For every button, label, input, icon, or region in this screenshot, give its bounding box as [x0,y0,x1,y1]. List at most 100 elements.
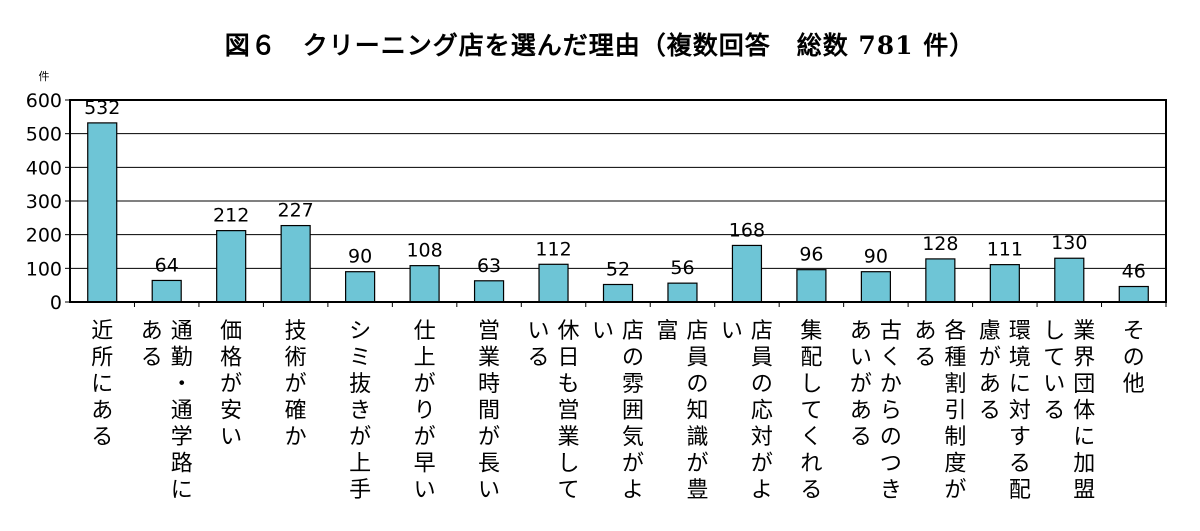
value-label: 168 [729,219,765,241]
svg-text:も: も [558,372,580,397]
svg-text:通: 通 [171,399,193,424]
value-label: 111 [987,239,1023,261]
svg-text:安: 安 [220,399,242,424]
value-label: 90 [348,246,372,268]
svg-text:対: 対 [751,425,773,450]
bar [1118,285,1149,303]
value-label: 52 [606,258,630,280]
svg-text:業: 業 [558,425,580,450]
svg-text:応: 応 [751,399,773,424]
bar [860,271,891,303]
svg-text:あ: あ [914,319,936,344]
svg-text:術: 術 [285,346,307,371]
svg-text:る: る [850,425,872,450]
y-tick-label: 600 [26,90,62,112]
svg-text:雰: 雰 [622,372,644,397]
svg-text:豊: 豊 [686,478,708,503]
svg-text:仕: 仕 [414,319,436,344]
y-tick-label: 0 [50,292,62,314]
svg-text:あ: あ [850,399,872,424]
svg-text:が: が [751,452,773,477]
svg-text:る: る [979,399,1001,424]
svg-text:い: い [528,319,550,344]
svg-text:の: の [880,425,902,450]
svg-text:シ: シ [349,319,371,344]
svg-text:に: に [171,478,193,503]
svg-text:知: 知 [686,399,708,424]
svg-text:所: 所 [91,346,113,371]
bar [925,258,956,303]
value-label: 64 [155,254,179,276]
svg-text:し: し [558,452,580,477]
bar [280,224,311,303]
value-label: 108 [406,240,442,262]
svg-text:て: て [800,399,822,424]
svg-text:抜: 抜 [349,372,371,397]
value-label: 56 [670,257,694,279]
svg-text:る: る [91,425,113,450]
svg-text:店: 店 [622,319,644,344]
svg-text:の: の [622,346,644,371]
svg-text:つ: つ [880,452,902,477]
svg-text:技: 技 [285,319,307,344]
svg-text:制: 制 [944,425,966,450]
svg-text:る: る [528,346,550,371]
svg-text:が: が [944,478,966,503]
svg-text:よ: よ [751,478,773,503]
svg-text:業: 業 [478,346,500,371]
svg-text:て: て [1043,346,1065,371]
value-label: 212 [213,205,249,227]
svg-text:い: い [592,319,614,344]
svg-text:く: く [800,425,822,450]
y-tick-label: 500 [26,124,62,146]
bar [216,230,247,303]
value-label: 532 [84,97,120,119]
value-label: 96 [799,244,823,266]
y-tick-label: 100 [26,258,62,280]
svg-text:が: が [220,372,242,397]
axes [65,99,1167,307]
svg-text:が: が [285,372,307,397]
value-label: 130 [1051,232,1087,254]
svg-text:の: の [686,372,708,397]
svg-text:い: い [1043,372,1065,397]
svg-text:価: 価 [220,319,242,344]
value-label: 46 [1122,261,1146,283]
svg-text:が: が [622,452,644,477]
svg-text:員: 員 [751,346,773,371]
svg-text:る: る [141,346,163,371]
bar [667,282,698,303]
plot-frame [69,99,1167,303]
svg-text:す: す [1009,425,1031,450]
svg-text:員: 員 [686,346,708,371]
svg-text:各: 各 [944,319,966,344]
value-label: 128 [922,233,958,255]
bar [796,269,827,303]
svg-text:休: 休 [558,319,580,344]
value-label: 112 [535,238,571,260]
svg-text:日: 日 [558,346,580,371]
bar [731,244,763,303]
svg-text:店: 店 [686,319,708,344]
svg-text:対: 対 [1009,399,1031,424]
y-axis-unit: 件 [39,70,50,83]
svg-text:気: 気 [622,425,644,450]
svg-text:が: が [349,425,371,450]
svg-text:業: 業 [1073,319,1095,344]
svg-text:が: が [686,452,708,477]
svg-text:度: 度 [944,452,966,477]
svg-text:時: 時 [478,372,500,397]
svg-text:に: に [1073,425,1095,450]
svg-text:上: 上 [349,452,371,477]
svg-text:上: 上 [414,346,436,371]
